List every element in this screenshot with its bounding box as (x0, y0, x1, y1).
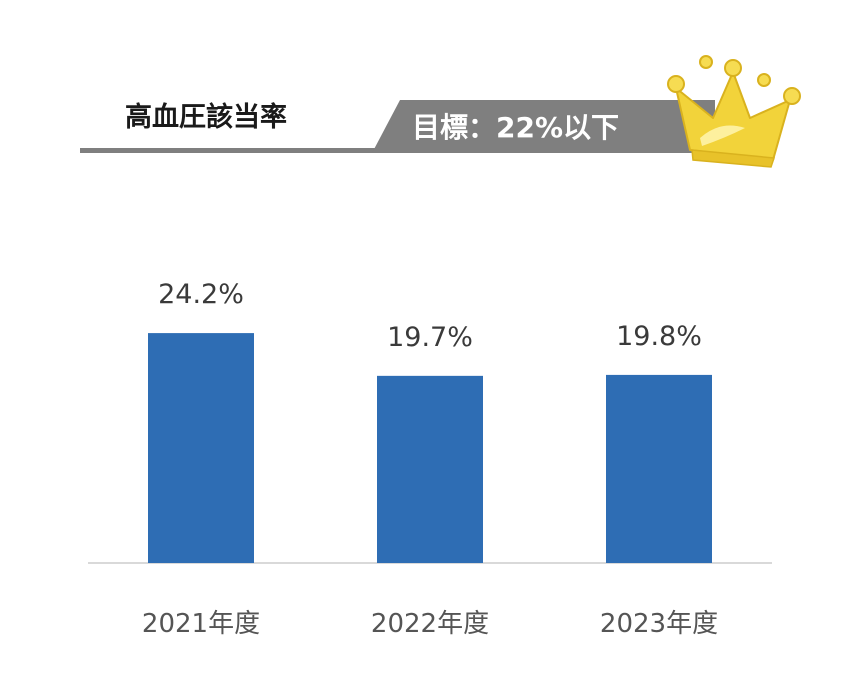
chart-header: 高血圧該当率 目標：22%以下 (80, 55, 801, 168)
target-banner (372, 100, 715, 153)
bar-value-label: 24.2% (158, 279, 244, 310)
target-label: 目標：22%以下 (412, 111, 619, 144)
plot-area: 24.2% 19.7% 19.8% 2021年度 2022年度 2023年度 (88, 279, 772, 639)
value-labels-group: 24.2% 19.7% 19.8% (158, 279, 702, 353)
x-tick-label: 2022年度 (371, 609, 489, 639)
x-tick-label: 2021年度 (142, 609, 260, 639)
bar-2021年度 (148, 333, 254, 563)
bars-group (148, 333, 712, 563)
crown-icon (667, 55, 801, 168)
bar-2023年度 (606, 374, 712, 563)
bar-value-label: 19.8% (616, 321, 702, 352)
x-tick-label: 2023年度 (600, 609, 718, 639)
chart-title: 高血圧該当率 (125, 101, 287, 133)
bar-value-label: 19.7% (387, 322, 473, 353)
category-labels-group: 2021年度 2022年度 2023年度 (142, 609, 718, 639)
bar-2022年度 (377, 375, 483, 563)
title-underline (80, 148, 380, 153)
